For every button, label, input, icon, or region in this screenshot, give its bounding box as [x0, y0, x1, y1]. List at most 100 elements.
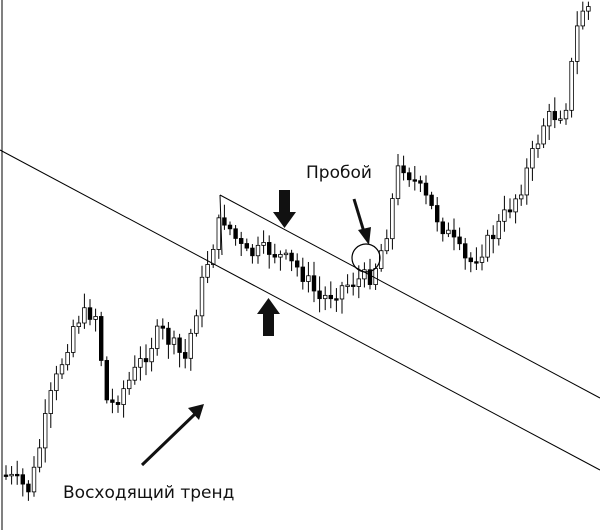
- candle-body: [535, 143, 541, 149]
- candle-body: [171, 337, 177, 345]
- candle-body: [519, 194, 524, 200]
- candle-body: [502, 209, 507, 222]
- candle-body: [188, 332, 193, 359]
- candle-body: [563, 109, 569, 120]
- candle-body: [423, 182, 429, 196]
- candle-body: [586, 6, 591, 12]
- candles: [3, 1, 591, 501]
- candle-body: [485, 234, 490, 258]
- candle-body: [26, 483, 31, 493]
- candle-body: [149, 348, 154, 363]
- candle-body: [530, 148, 535, 169]
- candle-body: [429, 194, 434, 206]
- candle-body: [289, 252, 294, 262]
- candle-body: [138, 358, 143, 368]
- candle-body: [474, 261, 479, 264]
- candle-body: [250, 247, 255, 257]
- down-arrow: [273, 190, 296, 228]
- candle-body: [48, 390, 53, 414]
- candle-body: [384, 238, 389, 252]
- candle-body: [513, 198, 518, 213]
- candle-body: [115, 402, 121, 405]
- candle-body: [558, 118, 563, 121]
- candle-body: [121, 388, 126, 405]
- candle-body: [468, 257, 473, 263]
- candle-body: [350, 284, 356, 287]
- breakout-arrow: [352, 198, 366, 233]
- candle-body: [160, 325, 165, 329]
- candle-body: [227, 224, 233, 230]
- candle-body: [9, 473, 14, 477]
- breakout-label: Пробой: [306, 163, 372, 183]
- candle-body: [575, 25, 580, 62]
- candle-body: [328, 294, 333, 300]
- candle-body: [507, 209, 513, 213]
- candle-body: [490, 234, 496, 240]
- candle-body: [210, 249, 216, 265]
- candle-body: [76, 322, 81, 328]
- trend-arrow: [140, 412, 197, 467]
- candle-body: [580, 10, 585, 27]
- candle-body: [182, 352, 188, 359]
- candle-body: [261, 242, 266, 246]
- candle-body: [311, 275, 317, 292]
- candle-body: [294, 260, 300, 268]
- candle-body: [406, 172, 412, 181]
- candle-body: [451, 229, 457, 238]
- candle-body: [569, 60, 574, 111]
- channel-edge: [219, 194, 223, 256]
- trend-line-upper: [219, 194, 600, 399]
- candle-body: [457, 236, 462, 245]
- candle-body: [278, 254, 283, 258]
- candle-body: [446, 229, 451, 235]
- candle-body: [317, 290, 322, 300]
- candle-body: [127, 379, 132, 390]
- breakout-arrow-head: [358, 227, 371, 245]
- candle-body: [362, 269, 367, 280]
- candle-body: [541, 125, 546, 145]
- candle-body: [524, 167, 529, 196]
- candle-body: [233, 228, 238, 239]
- up-arrow: [257, 298, 280, 336]
- candle-body: [177, 337, 182, 353]
- candle-body: [14, 473, 20, 477]
- candle-body: [65, 352, 70, 366]
- candle-body: [395, 165, 401, 199]
- candle-body: [99, 316, 104, 361]
- candle-body: [496, 220, 501, 240]
- candle-body: [166, 327, 171, 345]
- candle-body: [283, 252, 289, 256]
- candle-body: [205, 264, 210, 278]
- candle-body: [194, 315, 199, 334]
- candle-body: [401, 165, 406, 174]
- candle-body: [300, 266, 305, 282]
- candle-body: [244, 243, 249, 249]
- candle-body: [339, 285, 345, 300]
- candle-body: [322, 294, 328, 300]
- candle-body: [412, 179, 417, 182]
- candle-body: [345, 284, 350, 287]
- candle-body: [110, 399, 115, 403]
- candle-body: [367, 269, 373, 285]
- candle-body: [255, 244, 261, 257]
- candle-body: [238, 238, 244, 244]
- candle-body: [440, 221, 445, 235]
- candle-body: [143, 358, 149, 363]
- trend-arrow-head: [188, 404, 204, 420]
- candle-body: [306, 275, 311, 282]
- candle-body: [20, 474, 25, 485]
- candle-body: [3, 474, 9, 477]
- candle-body: [71, 326, 76, 353]
- candle-body: [199, 276, 205, 317]
- candle-body: [479, 256, 485, 263]
- candle-body: [54, 373, 59, 392]
- breakout-circle: [351, 243, 381, 273]
- candle-body: [418, 180, 423, 184]
- candle-body: [59, 364, 65, 375]
- candle-body: [31, 466, 37, 493]
- candle-body: [272, 254, 277, 258]
- candle-body: [390, 198, 395, 240]
- candle-body: [82, 307, 87, 324]
- uptrend-label: Восходящий тренд: [63, 483, 234, 503]
